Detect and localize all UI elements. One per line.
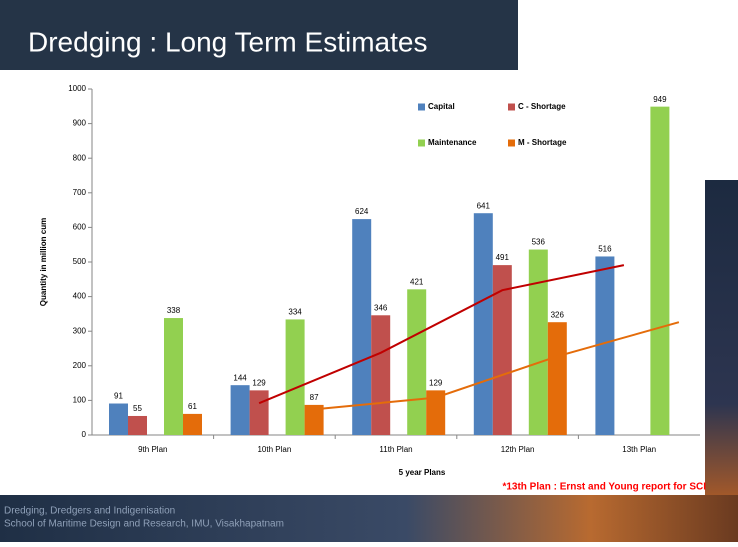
data-label: 624 bbox=[355, 207, 369, 216]
bar bbox=[650, 106, 670, 436]
bar bbox=[426, 390, 446, 435]
trend-line bbox=[258, 264, 625, 405]
y-tick-label: 1000 bbox=[68, 84, 86, 93]
trend-line bbox=[314, 321, 680, 411]
footer-line: Dredging, Dredgers and Indigenisation bbox=[4, 506, 175, 517]
x-tick-label: 10th Plan bbox=[257, 445, 291, 454]
slide-title: Dredging : Long Term Estimates bbox=[28, 26, 427, 57]
data-label: 421 bbox=[410, 277, 424, 286]
bar bbox=[109, 403, 128, 435]
data-label: 129 bbox=[252, 378, 266, 387]
background-image bbox=[705, 180, 738, 500]
data-label: 144 bbox=[233, 373, 247, 382]
y-tick-label: 0 bbox=[82, 430, 87, 439]
legend-swatch bbox=[418, 139, 425, 147]
footer-band bbox=[0, 495, 738, 542]
legend-label: M - Shortage bbox=[518, 138, 567, 147]
footer-line: School of Maritime Design and Research, … bbox=[4, 519, 284, 530]
legend-swatch bbox=[508, 103, 515, 111]
bar bbox=[249, 390, 269, 435]
bar bbox=[164, 318, 183, 435]
data-label: 949 bbox=[653, 95, 667, 104]
bar bbox=[352, 219, 372, 435]
bar bbox=[528, 249, 548, 435]
data-label: 91 bbox=[114, 392, 123, 401]
bar bbox=[230, 385, 250, 435]
data-label: 334 bbox=[288, 308, 302, 317]
data-label: 55 bbox=[133, 404, 142, 413]
title-bar bbox=[0, 0, 518, 70]
bar bbox=[183, 413, 202, 435]
data-label: 87 bbox=[310, 393, 319, 402]
x-tick-label: 11th Plan bbox=[379, 445, 412, 454]
data-label: 641 bbox=[477, 201, 491, 210]
y-tick-label: 400 bbox=[73, 292, 87, 301]
bar bbox=[473, 213, 493, 435]
data-label: 491 bbox=[496, 253, 510, 262]
bar bbox=[547, 322, 567, 435]
y-tick-label: 600 bbox=[73, 223, 87, 232]
legend-label: C - Shortage bbox=[518, 102, 566, 111]
bar bbox=[407, 289, 427, 435]
legend-swatch bbox=[418, 103, 425, 111]
data-label: 346 bbox=[374, 303, 388, 312]
x-axis-label: 5 year Plans bbox=[399, 468, 446, 477]
legend-label: Capital bbox=[428, 102, 455, 111]
bar bbox=[595, 256, 615, 435]
y-tick-label: 700 bbox=[73, 188, 87, 197]
y-tick-label: 300 bbox=[73, 326, 87, 335]
x-tick-label: 12th Plan bbox=[501, 445, 535, 454]
data-label: 326 bbox=[551, 310, 565, 319]
data-label: 61 bbox=[188, 402, 197, 411]
bar bbox=[304, 404, 324, 435]
bar bbox=[492, 265, 512, 435]
y-tick-label: 900 bbox=[73, 119, 87, 128]
y-tick-label: 200 bbox=[73, 361, 87, 370]
data-label: 536 bbox=[532, 238, 546, 247]
bar bbox=[371, 315, 391, 435]
y-tick-label: 500 bbox=[73, 257, 87, 266]
data-label: 516 bbox=[598, 245, 612, 254]
y-tick-label: 100 bbox=[73, 396, 87, 405]
data-label: 338 bbox=[167, 306, 181, 315]
x-tick-label: 13th Plan bbox=[622, 445, 656, 454]
data-label: 129 bbox=[429, 378, 443, 387]
bar bbox=[285, 319, 305, 435]
x-tick-label: 9th Plan bbox=[138, 445, 167, 454]
note: *13th Plan : Ernst and Young report for … bbox=[502, 482, 706, 493]
legend-swatch bbox=[508, 139, 515, 147]
y-axis-label: Quantity in million cum bbox=[39, 218, 48, 306]
bar bbox=[128, 415, 147, 435]
y-tick-label: 800 bbox=[73, 153, 87, 162]
legend-label: Maintenance bbox=[428, 138, 477, 147]
